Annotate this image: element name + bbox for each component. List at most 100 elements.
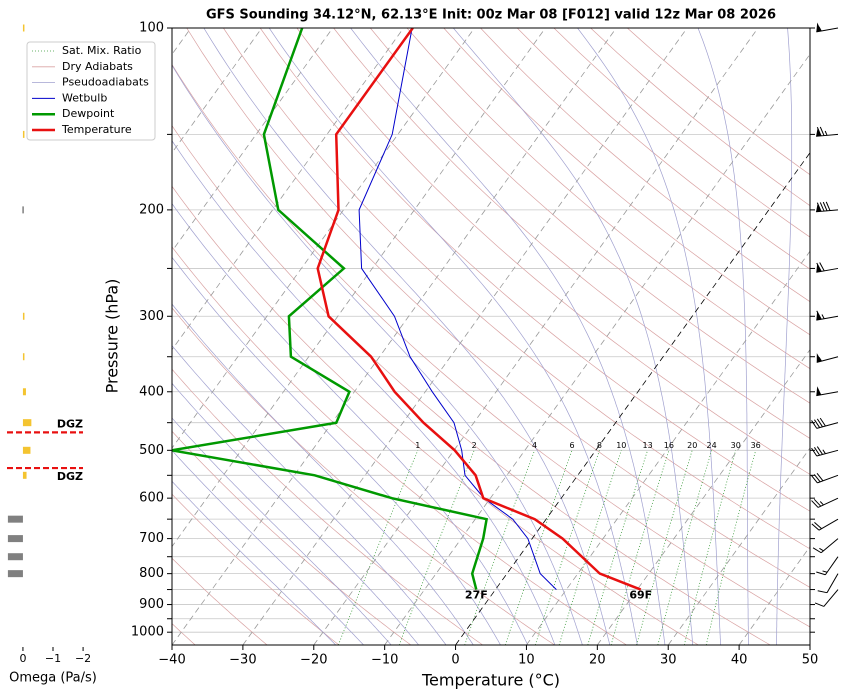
mixing-ratio-label: 4: [532, 441, 537, 450]
legend-label: Wetbulb: [62, 91, 107, 104]
pseudoadiabat: [172, 382, 419, 645]
dry-adiabat: [443, 28, 810, 336]
pseudoadiabat: [172, 480, 337, 645]
omega-bar: [22, 24, 25, 32]
omega-bar: [22, 419, 32, 427]
dry-adiabat: [296, 28, 810, 475]
dry-adiabat: [590, 28, 810, 207]
pseudoadiabat: [203, 28, 611, 645]
isotherm: [172, 28, 263, 154]
barb-staff: [812, 538, 839, 554]
legend-label: Temperature: [61, 123, 132, 136]
y-tick-label: 400: [139, 384, 164, 399]
dry-adiabat: [480, 28, 810, 303]
omega-bar: [22, 353, 25, 361]
dry-adiabat: [172, 125, 771, 645]
barb-flag: [816, 353, 822, 363]
omega-bar: [7, 553, 23, 561]
x-tick-label: −10: [371, 653, 398, 668]
dry-adiabat: [553, 28, 810, 238]
y-tick-label: 1000: [131, 625, 164, 640]
mixing-ratio-label: 6: [569, 441, 574, 450]
dry-adiabat: [172, 557, 268, 645]
y-tick-label: 700: [139, 531, 164, 546]
pseudoadiabat: [172, 345, 447, 645]
chart-title: GFS Sounding 34.12°N, 62.13°E Init: 00z …: [206, 8, 776, 23]
isotherm: [526, 250, 810, 645]
dry-adiabat: [172, 307, 555, 645]
wind-barb: [816, 353, 839, 363]
plot-frame: [171, 27, 811, 646]
profile-line: [316, 28, 642, 591]
x-tick-label: 30: [660, 653, 677, 668]
mixing-ratio-label: 24: [707, 441, 717, 450]
mixing-ratio-line: [337, 450, 419, 645]
dry-adiabat: [516, 28, 810, 270]
wind-barb: [814, 589, 839, 607]
barb-flag: [816, 386, 822, 396]
omega-bar: [22, 130, 25, 138]
pseudoadiabat: [697, 28, 749, 645]
isotherm: [172, 28, 404, 351]
mixing-ratio-line: [657, 450, 712, 645]
pseudoadiabat: [268, 28, 638, 645]
barb-staff: [817, 573, 839, 594]
pseudoadiabat: [453, 28, 694, 645]
dry-adiabat: [259, 28, 810, 512]
surface-label: 27F: [465, 589, 488, 602]
mixing-ratio-line: [398, 450, 475, 645]
pseudoadiabat: [172, 450, 364, 645]
legend-label: Dry Adiabats: [62, 60, 133, 73]
barb-flag: [816, 22, 822, 32]
pseudoadiabat: [577, 28, 721, 645]
wind-barb: [811, 497, 839, 508]
wind-barb: [816, 126, 839, 137]
x-tick-label: 50: [802, 653, 819, 668]
x-tick-label: 10: [518, 653, 535, 668]
mixing-ratio-label: 30: [731, 441, 741, 450]
mixing-ratio-label: 2: [472, 441, 477, 450]
y-tick-label: 900: [139, 597, 164, 612]
pseudoadiabat: [172, 256, 501, 645]
surface-label: 69F: [629, 589, 652, 602]
wind-barb: [816, 310, 839, 321]
barb-staff: [811, 417, 839, 429]
y-tick-label: 300: [139, 309, 164, 324]
omega-tick-label: −1: [45, 652, 61, 665]
mixing-ratio-label: 1: [415, 441, 420, 450]
isotherm: [809, 644, 810, 645]
dry-adiabat: [627, 28, 810, 176]
isotherm: [313, 28, 759, 645]
omega-tick-label: 0: [19, 652, 26, 665]
wind-barb: [811, 417, 839, 429]
mixing-ratio-label: 10: [616, 441, 626, 450]
isotherm: [242, 28, 688, 645]
wind-barb: [811, 446, 839, 457]
wind-barb: [816, 556, 839, 576]
isotherm: [172, 28, 546, 548]
profile-line: [172, 28, 489, 590]
barb-staff: [811, 497, 839, 508]
omega-bar: [22, 388, 26, 396]
omega-bar: [7, 535, 23, 543]
dgz-label: DGZ: [57, 417, 83, 430]
omega-bar: [22, 206, 24, 214]
mixing-ratio-line: [464, 450, 535, 645]
x-tick-label: −40: [158, 653, 185, 668]
dry-adiabat: [186, 28, 810, 588]
barb-staff: [811, 446, 839, 457]
y-tick-label: 800: [139, 566, 164, 581]
barb-flag: [816, 310, 822, 321]
mixing-ratio-label: 13: [643, 441, 653, 450]
profile-line: [358, 28, 557, 590]
isotherm: [172, 28, 475, 449]
legend-label: Dewpoint: [62, 107, 115, 120]
x-axis-label: Temperature (°C): [421, 671, 560, 690]
isotherm: [738, 545, 810, 645]
pseudoadiabat: [776, 28, 793, 645]
pseudoadiabat: [172, 203, 529, 645]
pseudoadiabat: [172, 303, 474, 645]
wind-barb: [817, 573, 839, 594]
isotherm: [172, 28, 617, 645]
pseudoadiabat: [172, 417, 392, 645]
